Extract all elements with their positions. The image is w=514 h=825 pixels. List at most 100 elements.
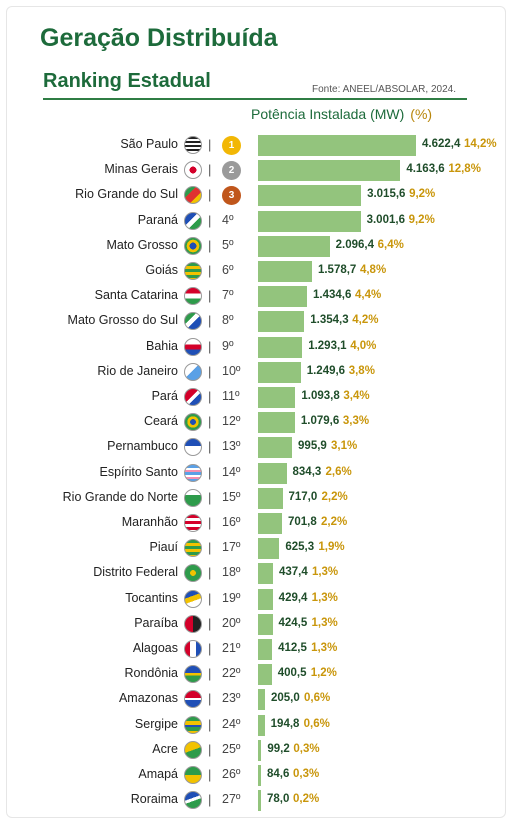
state-label: Sergipe [134,716,178,731]
separator: | [208,363,212,379]
ranking-row: Santa Catarina | 7º 1.434,6 4,4% [0,284,514,309]
separator: | [208,389,212,404]
state-label: Rio Grande do Norte [62,489,178,504]
bar [258,790,261,812]
value-label: 1.079,6 [300,415,340,428]
ranking-row: Paraíba | 20º 424,5 1,3% [0,612,514,637]
state-flag-icon [184,614,202,633]
separator: | [208,464,212,480]
rank-label: 8º [222,313,234,328]
percent-label: 2,2% [321,490,348,503]
percent-label: 0,6% [303,717,330,730]
value-label: 424,5 [278,616,308,629]
rank-label: 17º [222,540,241,555]
percent-label: 4,2% [352,314,379,327]
rank-label: 26º [222,767,241,781]
ranking-row: Acre | 25º 99,2 0,3% [0,738,514,763]
separator: | [208,187,212,203]
bar [258,513,282,534]
value-label: 1.578,7 [317,264,357,276]
bar [258,563,273,585]
state-label: Amazonas [118,691,178,706]
state-flag-icon [184,539,202,558]
rank-label: 22º [222,666,241,681]
value-label: 437,4 [278,566,308,579]
separator: | [208,263,212,278]
rank-label: 9º [222,338,234,353]
percent-label: 2,2% [320,516,348,528]
ranking-row: Mato Grosso | 5º 2.096,4 6,4% [0,234,514,259]
state-label: São Paulo [120,137,178,151]
percent-label: 1,3% [311,642,338,654]
separator: | [208,489,212,505]
state-label: Goiás [145,263,178,277]
value-label: 194,8 [270,717,300,730]
state-flag-icon [184,136,202,154]
state-flag-icon [184,236,202,255]
percent-label: 3,1% [331,440,358,453]
state-flag-icon [184,438,202,457]
bar [258,286,308,308]
bar [258,538,280,560]
value-label: 99,2 [267,742,290,755]
separator: | [208,162,212,178]
value-label: 1.354,3 [310,314,349,327]
value-label: 4.163,6 [406,163,445,176]
state-flag-icon [184,362,202,381]
percent-label: 0,3% [293,742,320,755]
ranking-row: Maranhão | 16º 701,8 2,2% [0,511,514,536]
separator: | [208,288,212,304]
state-label: Espírito Santo [99,464,178,479]
rank-label: 16º [222,515,241,529]
bar [258,613,273,635]
value-label: 1.293,1 [308,339,347,352]
state-label: Minas Gerais [104,162,178,177]
value-label: 995,9 [298,440,327,453]
bar [258,261,312,282]
percent-label: 1,3% [311,566,339,579]
separator: | [208,767,212,782]
percent-label: 3,4% [343,390,370,402]
ranking-row: Roraima | 27º 78,0 0,2% [0,788,514,813]
separator: | [208,313,212,329]
value-label: 3.015,6 [367,188,406,201]
state-flag-icon [184,337,202,356]
value-label: 717,0 [288,490,318,503]
state-label: Rio de Janeiro [97,363,178,378]
state-flag-icon [184,413,202,432]
page-title: Geração Distribuída [40,24,278,52]
ranking-row: Goiás | 6º 1.578,7 4,8% [0,259,514,284]
rank-label: 24º [222,716,241,731]
percent-label: 4,0% [350,339,377,352]
state-flag-icon [184,463,202,482]
separator: | [208,691,212,707]
state-label: Tocantins [125,590,178,605]
ranking-row: Piauí | 17º 625,3 1,9% [0,536,514,561]
state-label: Santa Catarina [94,288,178,303]
percent-label: 0,2% [293,793,320,806]
ranking-row: Espírito Santo | 14º 834,3 2,6% [0,461,514,486]
ranking-row: Mato Grosso do Sul | 8º 1.354,3 4,2% [0,309,514,334]
state-flag-icon [184,690,202,709]
bar [258,336,303,358]
state-label: Rondônia [124,666,178,681]
state-label: Distrito Federal [93,565,178,580]
bar [258,135,416,156]
state-flag-icon [184,564,202,583]
separator: | [208,540,212,556]
value-label: 429,4 [278,591,308,604]
rank-label: 19º [222,590,241,605]
ranking-row: Pará | 11º 1.093,8 3,4% [0,385,514,410]
bar [258,689,265,711]
bar [258,185,362,207]
bar [258,739,262,761]
bar [258,210,361,232]
ranking-row: Tocantins | 19º 429,4 1,3% [0,587,514,612]
separator: | [208,792,212,808]
rank-label: 27º [222,792,241,807]
state-flag-icon [184,791,202,810]
rank-label: 18º [222,565,241,580]
state-label: Mato Grosso do Sul [67,313,178,328]
percent-label: 3,8% [348,364,375,377]
state-label: Mato Grosso [106,237,178,252]
